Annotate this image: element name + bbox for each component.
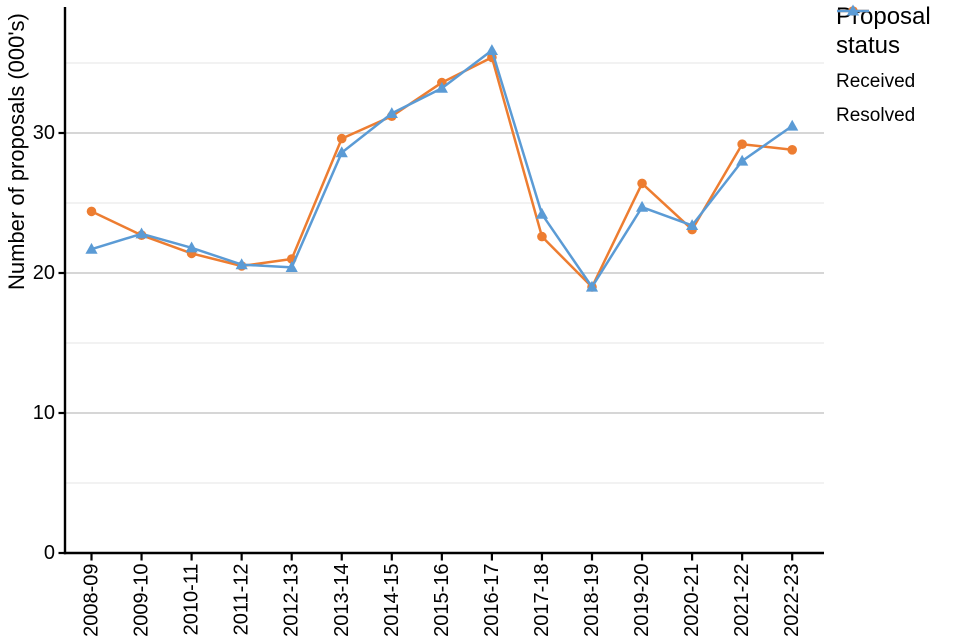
data-point-resolved bbox=[736, 154, 749, 166]
data-point-received bbox=[336, 133, 347, 144]
y-tick-label: 30 bbox=[33, 122, 55, 144]
data-point-resolved bbox=[135, 227, 148, 239]
data-point-resolved bbox=[585, 280, 599, 292]
x-tick-label: 2015-16 bbox=[431, 564, 453, 637]
y-tick-label: 10 bbox=[33, 402, 55, 424]
x-tick-label: 2018-19 bbox=[581, 564, 603, 637]
x-tick-label: 2017-18 bbox=[531, 564, 553, 637]
data-point-resolved bbox=[485, 44, 498, 55]
data-point-received bbox=[787, 145, 797, 155]
legend-item-received: Received bbox=[836, 6, 960, 94]
x-tick-label: 2013-14 bbox=[331, 564, 353, 637]
x-tick-label: 2009-10 bbox=[131, 564, 153, 637]
y-tick-label: 20 bbox=[33, 262, 55, 284]
x-tick-label: 2011-12 bbox=[231, 564, 253, 636]
data-point-resolved bbox=[635, 200, 649, 212]
x-tick-label: 2021-22 bbox=[731, 564, 753, 637]
legend-label-resolved: Resolved bbox=[836, 105, 916, 126]
x-tick-label: 2014-15 bbox=[381, 564, 403, 637]
data-point-resolved bbox=[686, 219, 699, 230]
x-tick-label: 2008-09 bbox=[81, 564, 103, 637]
data-point-received bbox=[86, 206, 97, 217]
x-tick-label: 2016-17 bbox=[481, 564, 503, 637]
data-point-resolved bbox=[435, 81, 448, 93]
data-point-resolved bbox=[786, 119, 799, 131]
x-tick-label: 2012-13 bbox=[281, 564, 303, 637]
data-point-resolved bbox=[85, 242, 98, 254]
legend-item-resolved: Resolved bbox=[836, 4, 960, 128]
legend: Proposal status Received Resolved bbox=[836, 2, 960, 128]
data-point-resolved bbox=[335, 146, 348, 158]
resolved-key-icon bbox=[837, 4, 869, 16]
x-tick-label: 2022-23 bbox=[781, 564, 803, 637]
x-tick-label: 2010-11 bbox=[181, 564, 203, 636]
x-tick-label: 2019-20 bbox=[631, 564, 653, 637]
data-point-resolved bbox=[185, 241, 198, 253]
data-point-resolved bbox=[385, 107, 398, 118]
y-tick-label: 0 bbox=[44, 542, 55, 564]
data-point-resolved bbox=[235, 258, 248, 270]
data-point-received bbox=[537, 231, 547, 242]
data-point-received bbox=[637, 178, 647, 189]
data-point-received bbox=[737, 139, 747, 149]
y-axis-title: Number of proposals (000's) bbox=[4, 13, 29, 290]
legend-label-received: Received bbox=[836, 71, 916, 92]
x-tick-label: 2020-21 bbox=[681, 564, 703, 637]
data-point-resolved bbox=[535, 207, 549, 219]
data-point-resolved bbox=[285, 261, 298, 272]
